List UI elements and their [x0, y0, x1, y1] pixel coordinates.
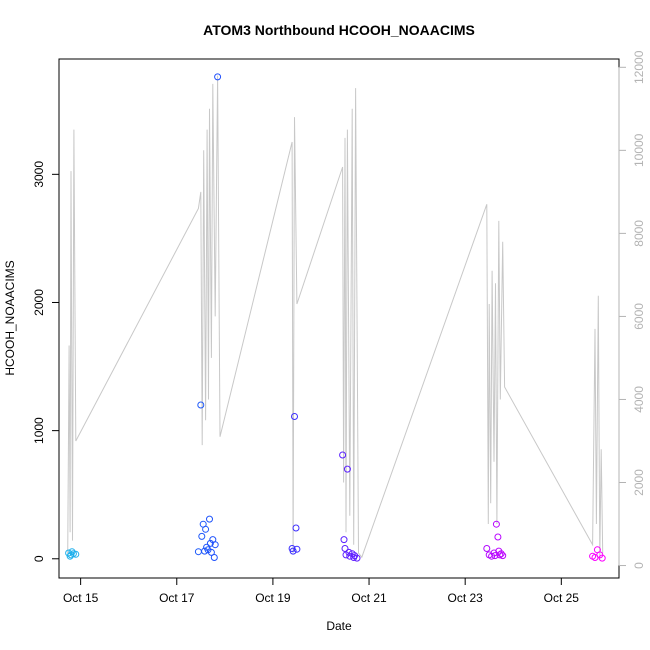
- y-axis-left: 0 1000 2000 3000: [32, 161, 60, 562]
- y2-tick-label: 10000: [632, 133, 646, 167]
- data-point: [293, 545, 301, 553]
- data-point: [68, 548, 76, 556]
- y-axis-label: HCOOH_NOAACIMS: [3, 260, 17, 375]
- y-tick-label: 2000: [32, 289, 46, 316]
- plot-frame: [58, 58, 620, 579]
- data-point: [214, 73, 222, 81]
- series-line-path: [67, 75, 604, 559]
- y-tick-label: 3000: [32, 161, 46, 188]
- data-point: [292, 524, 300, 532]
- data-point: [598, 554, 606, 562]
- y2-tick-label: 2000: [632, 469, 646, 496]
- x-tick-label: Oct 15: [63, 591, 99, 605]
- data-point: [343, 465, 351, 473]
- x-axis: Oct 15 Oct 17 Oct 19 Oct 21 Oct 23 Oct 25: [63, 577, 580, 605]
- data-point: [494, 533, 502, 541]
- data-point: [496, 551, 504, 559]
- gray-series-line: [67, 75, 604, 559]
- data-point: [210, 554, 218, 561]
- data-point: [198, 532, 206, 540]
- x-tick-label: Oct 25: [544, 591, 580, 605]
- data-point: [483, 545, 491, 552]
- data-point: [497, 550, 505, 558]
- data-point: [499, 552, 507, 560]
- y-axis-right: 0 2000 4000 6000 8000 10000 12000: [618, 50, 646, 569]
- data-point: [353, 554, 361, 562]
- data-point: [289, 547, 297, 555]
- data-point: [206, 515, 213, 523]
- data-point: [291, 413, 298, 420]
- x-tick-label: Oct 19: [255, 591, 291, 605]
- x-tick-label: Oct 23: [448, 591, 484, 605]
- chart-title: ATOM3 Northbound HCOOH_NOAACIMS: [203, 22, 475, 38]
- scatter-points: [65, 73, 606, 562]
- data-point: [201, 547, 209, 555]
- data-point: [340, 536, 348, 544]
- data-point: [202, 525, 210, 533]
- data-point: [492, 520, 500, 528]
- data-point: [207, 548, 215, 556]
- data-point: [341, 545, 349, 552]
- data-point: [206, 539, 214, 547]
- x-axis-label: Date: [326, 619, 352, 633]
- y2-tick-label: 0: [632, 562, 646, 569]
- x-tick-label: Oct 21: [351, 591, 387, 605]
- data-point: [197, 401, 205, 409]
- y2-tick-label: 12000: [632, 50, 646, 84]
- y-tick-label: 1000: [32, 417, 46, 444]
- y2-tick-label: 6000: [632, 303, 646, 330]
- data-point: [339, 451, 347, 459]
- y2-tick-label: 8000: [632, 220, 646, 247]
- x-tick-label: Oct 17: [159, 591, 195, 605]
- data-point: [211, 541, 219, 549]
- y-tick-label: 0: [32, 555, 46, 562]
- data-point: [491, 552, 499, 560]
- y2-tick-label: 4000: [632, 386, 646, 413]
- data-point: [194, 548, 202, 556]
- data-point: [345, 548, 353, 556]
